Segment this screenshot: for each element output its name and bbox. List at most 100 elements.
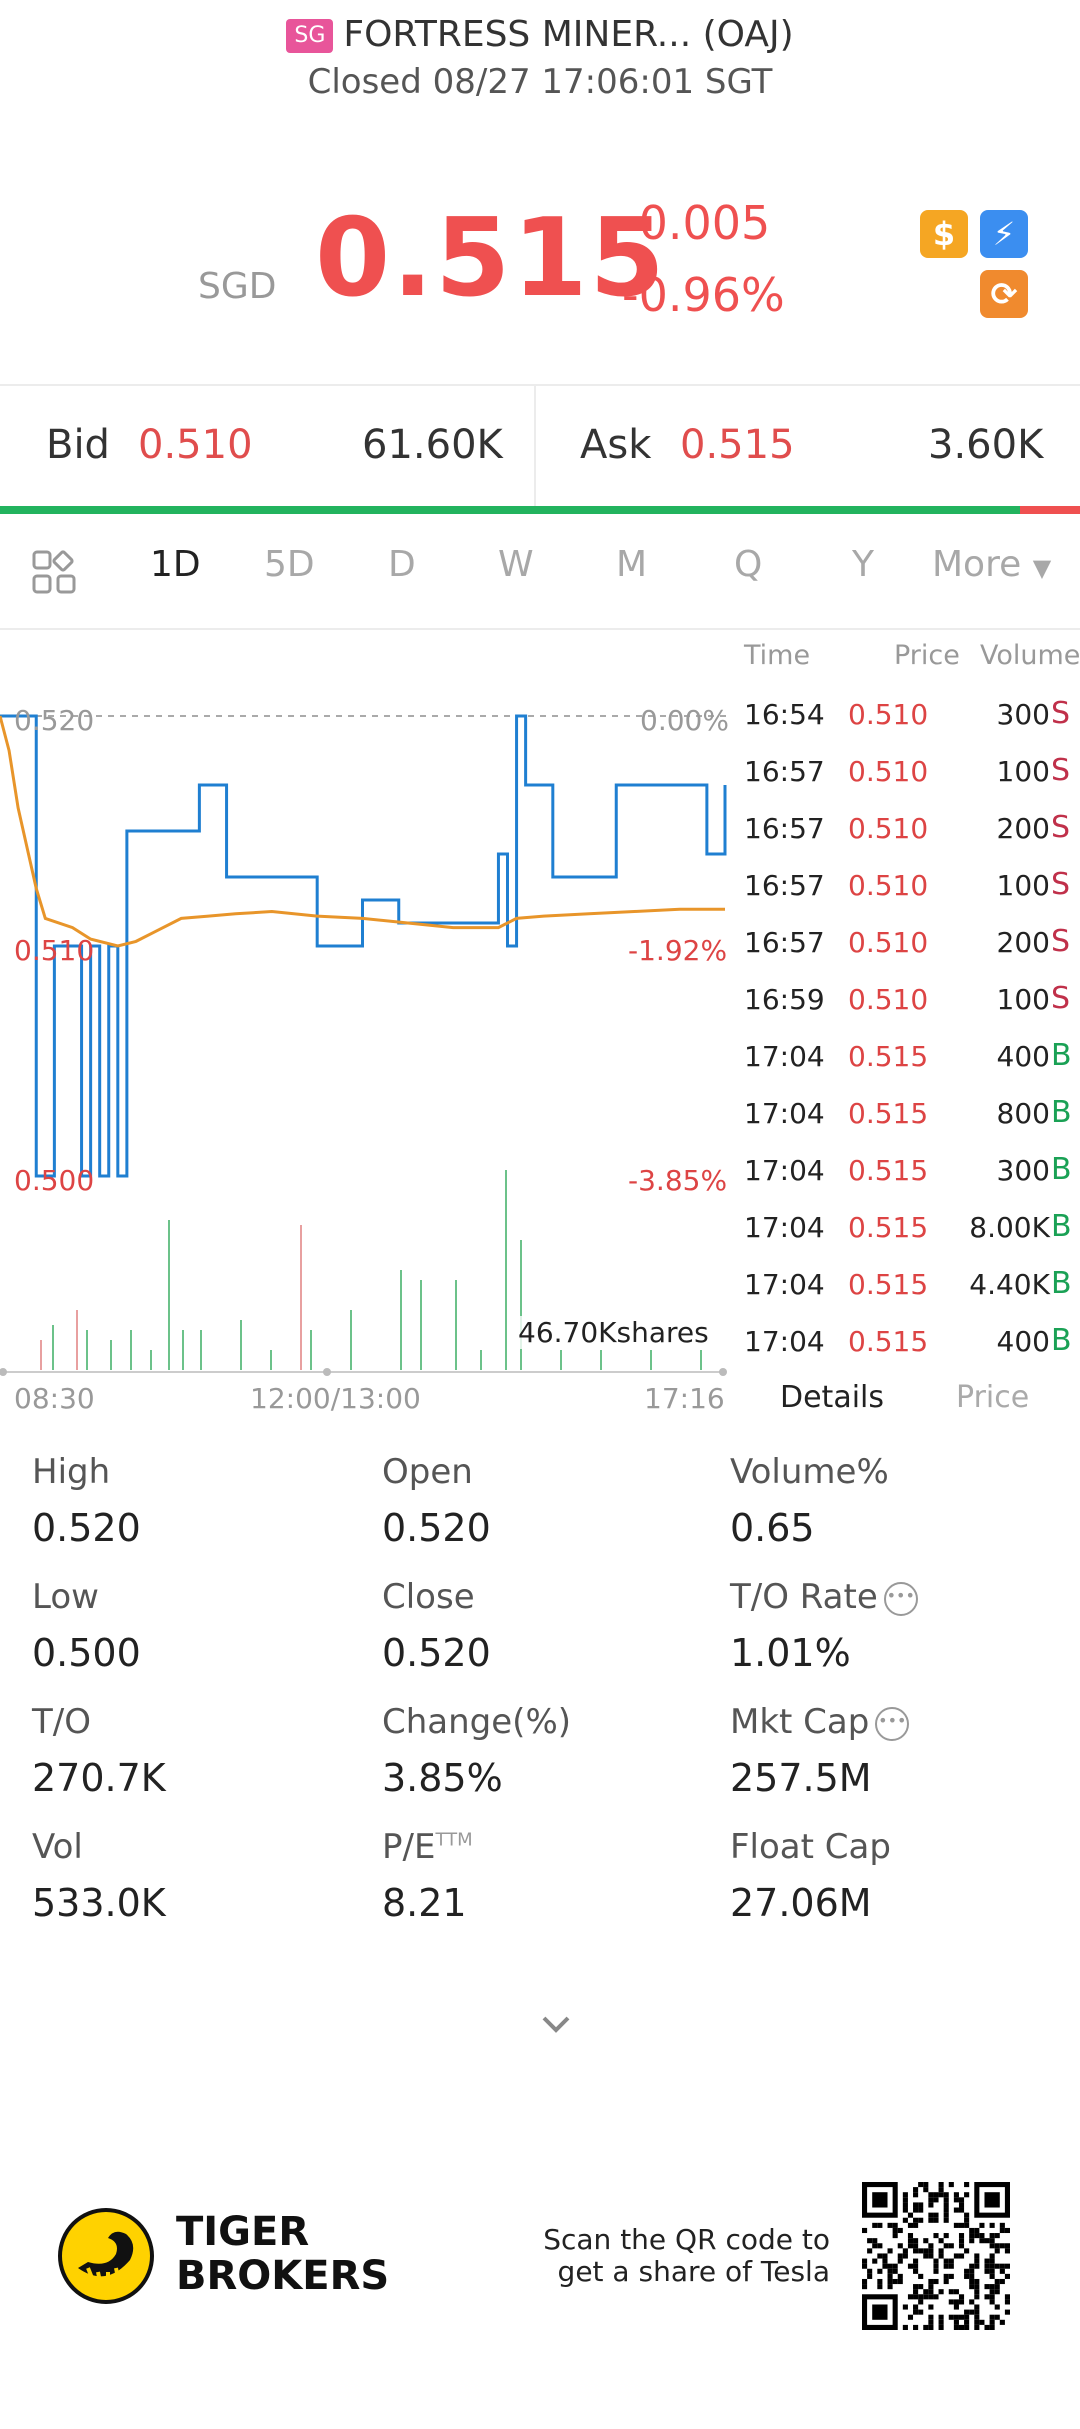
qr-module (953, 2253, 959, 2259)
qr-module (913, 2202, 919, 2208)
qr-module (953, 2304, 959, 2310)
info-icon[interactable]: ••• (875, 1706, 910, 1741)
stat-value: 0.65 (730, 1506, 815, 1550)
volume-bar (200, 1330, 202, 1370)
tab-d[interactable]: D (388, 544, 416, 585)
qr-module (943, 2258, 949, 2264)
qr-module (928, 2197, 934, 2203)
qr-module (999, 2319, 1005, 2325)
qr-module (1004, 2294, 1010, 2300)
qr-module (902, 2324, 908, 2330)
qr-module (958, 2324, 965, 2330)
volume-bar (650, 1350, 652, 1370)
qr-module (979, 2233, 985, 2239)
swap-icon[interactable]: ⟳ (980, 270, 1028, 318)
price-level-label: 0.510 (14, 934, 95, 967)
qr-module (933, 2192, 939, 2198)
qr-module (953, 2197, 959, 2203)
trade-volume: 200 (996, 812, 1050, 845)
qr-module (953, 2314, 959, 2320)
header: SG FORTRESS MINER... (OAJ) Closed 08/27 1… (0, 0, 1080, 120)
trade-time: 17:04 (744, 1154, 825, 1187)
tab-1d[interactable]: 1D (150, 544, 201, 585)
trade-price: 0.510 (848, 812, 929, 845)
bid-price: 0.510 (138, 422, 253, 468)
qr-module (923, 2294, 929, 2300)
qr-module (892, 2263, 898, 2269)
bid-ratio-bar (0, 506, 1020, 514)
qr-module (948, 2273, 954, 2279)
brand-line-1: TIGER (176, 2209, 310, 2255)
qr-module (943, 2192, 949, 2198)
qr-module (913, 2258, 919, 2264)
tab-q[interactable]: Q (734, 544, 763, 585)
trade-time: 16:54 (744, 698, 825, 731)
tab-5d[interactable]: 5D (264, 544, 315, 585)
trade-volume: 8.00K (969, 1211, 1050, 1244)
stat-cell: T/O Rate ••• 1.01% (730, 1577, 1070, 1675)
qr-module (928, 2248, 934, 2254)
qr-module (902, 2192, 908, 2198)
volume-bar (182, 1330, 184, 1370)
trade-row: 17:04 0.515 8.00K B (744, 1209, 1080, 1259)
qr-module (862, 2284, 868, 2290)
qr-module (999, 2243, 1005, 2249)
trade-row: 17:04 0.515 800 B (744, 1095, 1080, 1145)
volume-bar (700, 1350, 702, 1370)
qr-module (913, 2248, 919, 2254)
grid-menu-icon[interactable] (30, 548, 78, 596)
qr-module (969, 2273, 975, 2279)
volume-bar (40, 1340, 42, 1370)
trades-header-price: Price (894, 640, 960, 671)
qr-module (902, 2202, 908, 2208)
qr-module (938, 2238, 944, 2244)
trade-time: 17:04 (744, 1268, 825, 1301)
qr-module (913, 2304, 919, 2310)
tab-y[interactable]: Y (852, 544, 874, 585)
qr-module (928, 2253, 934, 2259)
qr-module (948, 2263, 954, 2269)
trade-row: 16:59 0.510 100 S (744, 981, 1080, 1031)
price-change-percent: -0.96% (622, 268, 785, 322)
trade-price: 0.510 (848, 869, 929, 902)
volume-bar (505, 1170, 507, 1370)
stat-value: 1.01% (730, 1631, 851, 1675)
stat-cell: High 0.520 (32, 1452, 372, 1550)
qr-module (923, 2248, 929, 2254)
qr-module (948, 2289, 954, 2295)
qr-module (933, 2258, 939, 2264)
tab-m[interactable]: M (616, 544, 648, 585)
qr-module (984, 2238, 990, 2244)
tab-more[interactable]: More ▼ (932, 544, 1051, 585)
intraday-chart[interactable] (0, 630, 730, 1405)
expand-chevron-icon[interactable] (536, 2010, 576, 2040)
tab-details[interactable]: Details (780, 1380, 885, 1415)
trade-time: 16:59 (744, 983, 825, 1016)
tab-w[interactable]: W (498, 544, 534, 585)
qr-module (918, 2294, 924, 2300)
dollar-icon[interactable]: $ (920, 210, 968, 258)
lightning-icon[interactable]: ⚡ (980, 210, 1028, 258)
ask-label: Ask (580, 422, 652, 468)
qr-module (928, 2284, 934, 2290)
qr-module (974, 2324, 980, 2330)
qr-module (918, 2207, 924, 2213)
tab-price[interactable]: Price (956, 1380, 1030, 1415)
qr-module (923, 2253, 929, 2259)
qr-module (989, 2238, 995, 2244)
qr-module (933, 2233, 939, 2239)
pct-level-label: -1.92% (628, 934, 728, 967)
qr-module (913, 2238, 919, 2244)
qr-module (928, 2314, 934, 2320)
volume-bar (600, 1350, 602, 1370)
stat-label: Low (32, 1577, 372, 1617)
qr-module (887, 2278, 893, 2285)
trade-side: B (1051, 1323, 1072, 1358)
volume-bar (400, 1270, 402, 1370)
info-icon[interactable]: ••• (883, 1581, 918, 1616)
qr-module (958, 2197, 965, 2203)
qr-module (1004, 2273, 1010, 2279)
qr-module (918, 2248, 924, 2254)
qr-module (948, 2258, 954, 2264)
stat-cell: P/ETTM 8.21 (382, 1827, 722, 1925)
